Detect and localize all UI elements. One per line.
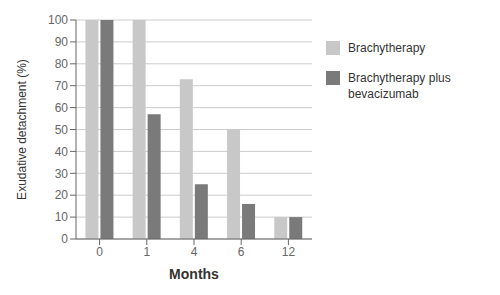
svg-text:40: 40 (55, 145, 69, 159)
html-text:Brachytherapy plus: Brachytherapy plus (348, 71, 451, 85)
svg-text:Months: Months (169, 266, 219, 282)
svg-text:10: 10 (55, 210, 69, 224)
svg-text:0: 0 (96, 245, 103, 259)
html-text:Brachytherapy: Brachytherapy (348, 41, 426, 55)
svg-text:4: 4 (191, 245, 198, 259)
svg-text:60: 60 (55, 101, 69, 115)
svg-text:50: 50 (55, 123, 69, 137)
svg-text:70: 70 (55, 79, 69, 93)
svg-text:20: 20 (55, 188, 69, 202)
svg-text:90: 90 (55, 35, 69, 49)
svg-text:6: 6 (238, 245, 245, 259)
svg-text:100: 100 (48, 13, 68, 27)
svg-text:1: 1 (143, 245, 150, 259)
svg-text:Exudative detachment (%): Exudative detachment (%) (15, 59, 29, 200)
svg-text:0: 0 (61, 232, 68, 246)
svg-text:80: 80 (55, 57, 69, 71)
html-text:bevacizumab: bevacizumab (348, 87, 419, 101)
svg-text:12: 12 (282, 245, 296, 259)
svg-text:30: 30 (55, 167, 69, 181)
